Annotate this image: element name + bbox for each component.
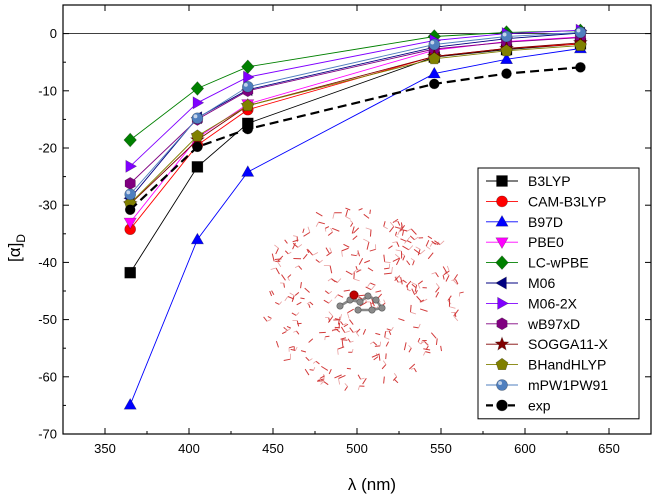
y-tick-label: 0 <box>50 26 57 41</box>
marker-sphere-highlight <box>430 41 434 45</box>
x-axis-title: λ (nm) <box>348 475 396 494</box>
x-tick-label: 450 <box>262 441 284 456</box>
legend-label: PBE0 <box>528 234 564 250</box>
x-tick-label: 650 <box>598 441 620 456</box>
y-tick-label: -40 <box>38 255 57 270</box>
legend-label: B3LYP <box>528 173 571 189</box>
marker-square <box>125 267 136 278</box>
legend-label: wB97xD <box>527 316 580 332</box>
marker-sphere-highlight <box>126 190 130 194</box>
x-tick-label: 400 <box>178 441 200 456</box>
marker-sphere <box>192 113 203 124</box>
water-molecule <box>380 342 381 346</box>
legend-label: SOGGA11-X <box>528 336 609 352</box>
marker-circle <box>575 62 585 72</box>
water-molecule <box>310 370 314 371</box>
marker-circle <box>429 79 439 89</box>
x-tick-label: 500 <box>346 441 368 456</box>
marker-sphere <box>429 39 440 50</box>
x-tick-label: 600 <box>514 441 536 456</box>
legend-label: M06-2X <box>528 295 578 311</box>
x-tick-label: 550 <box>430 441 452 456</box>
water-molecule <box>386 331 389 332</box>
water-molecule <box>410 305 411 312</box>
legend-label: CAM-B3LYP <box>528 193 606 209</box>
y-tick-label: -50 <box>38 312 57 327</box>
water-molecule <box>370 230 371 237</box>
marker-sphere <box>242 81 253 92</box>
y-tick-label: -30 <box>38 198 57 213</box>
water-molecule <box>386 353 387 359</box>
legend-label: M06 <box>528 275 555 291</box>
marker-sphere-highlight <box>577 29 581 33</box>
solute-atom <box>373 297 379 303</box>
marker-circle <box>125 205 135 215</box>
y-tick-label: -70 <box>38 427 57 442</box>
solute-atom <box>355 307 361 313</box>
oxygen-atom <box>350 291 358 299</box>
y-tick-label: -20 <box>38 141 57 156</box>
marker-circle <box>243 124 253 134</box>
water-molecule <box>370 210 371 214</box>
legend-entry: LC-wPBE <box>486 255 589 271</box>
x-tick-label: 350 <box>94 441 116 456</box>
marker-circle <box>502 69 512 79</box>
solute-atom <box>357 299 363 305</box>
marker-sphere <box>575 27 586 38</box>
solute-atom <box>369 307 375 313</box>
marker-square <box>192 161 203 172</box>
legend-label: LC-wPBE <box>528 255 589 271</box>
marker-sphere <box>497 380 508 391</box>
marker-circle <box>497 400 508 411</box>
y-axis-title-subscript: D <box>14 234 28 243</box>
water-molecule <box>325 336 329 337</box>
legend-entry: B3LYP <box>486 173 571 189</box>
marker-square <box>497 176 508 187</box>
marker-circle <box>192 142 202 152</box>
legend-label: exp <box>528 397 551 413</box>
marker-sphere <box>501 31 512 42</box>
y-axis-title-main: [α] <box>5 243 24 262</box>
water-molecule <box>375 346 380 347</box>
marker-hexagon <box>125 177 135 189</box>
legend-label: BHandHLYP <box>528 357 606 373</box>
marker-sphere-highlight <box>244 83 248 87</box>
y-tick-label: -10 <box>38 83 57 98</box>
marker-sphere-highlight <box>498 381 502 385</box>
marker-sphere-highlight <box>503 33 507 37</box>
y-tick-label: -60 <box>38 369 57 384</box>
marker-sphere-highlight <box>194 114 198 118</box>
solute-atom <box>337 303 343 309</box>
legend-label: mPW1PW91 <box>528 377 608 393</box>
legend-label: B97D <box>528 214 563 230</box>
water-molecule <box>339 323 340 328</box>
solute-atom <box>365 293 371 299</box>
marker-circle <box>497 196 508 207</box>
marker-sphere <box>125 189 136 200</box>
water-molecule <box>359 295 366 296</box>
solute-atom <box>379 305 385 311</box>
